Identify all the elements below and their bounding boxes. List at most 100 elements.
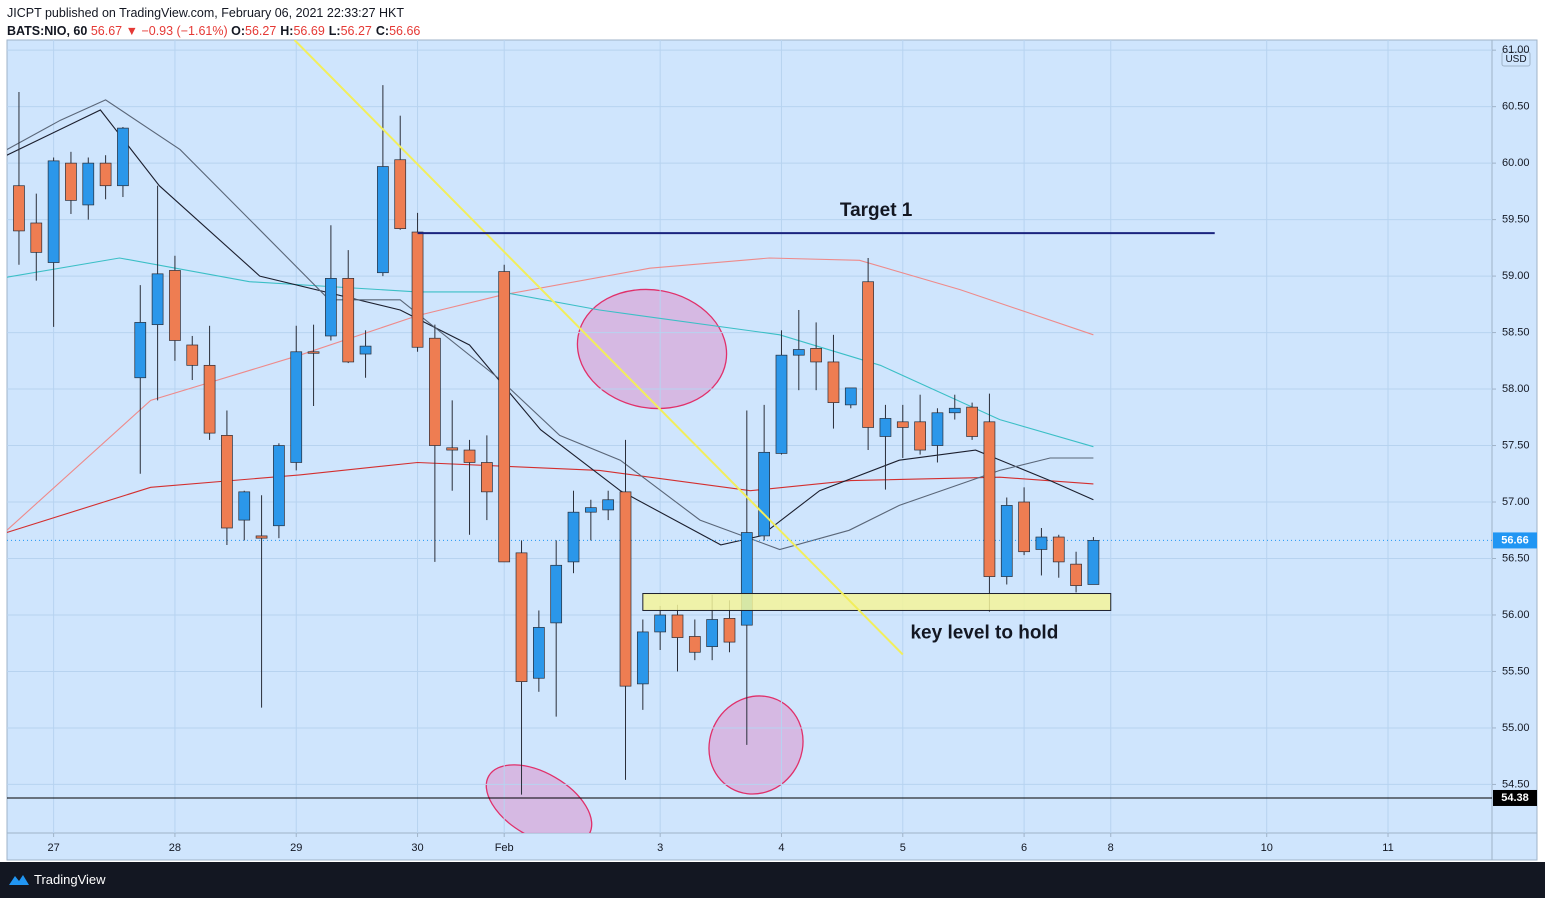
target-label: Target 1: [840, 200, 913, 221]
candle-body: [983, 421, 996, 577]
candle-body: [844, 387, 857, 406]
candle-body: [307, 351, 320, 354]
candle-body: [169, 270, 181, 341]
publisher: JICPT published on TradingView.com, Febr…: [7, 6, 404, 20]
last: 56.67: [90, 24, 123, 38]
candle-body: [636, 631, 649, 685]
y-tick-label: 57.00: [1502, 496, 1530, 508]
ohlc-key: O:: [231, 24, 245, 38]
candle-body: [290, 351, 303, 463]
candle-body: [533, 627, 545, 679]
y-tick-label: 59.50: [1502, 214, 1530, 226]
candle-body: [342, 278, 355, 363]
symbol: BATS:NIO, 60: [7, 24, 88, 38]
y-tick-label: 54.50: [1502, 778, 1530, 790]
key-level-zone: [642, 593, 1112, 611]
candle-body: [948, 407, 961, 414]
candle-body: [654, 614, 667, 633]
ohlc-value: 56.66: [389, 24, 421, 38]
ohlc-value: 56.27: [245, 24, 277, 38]
candle-body: [359, 345, 372, 355]
x-tick-label: 27: [47, 842, 59, 854]
logo: [9, 875, 29, 885]
candle-body: [584, 507, 597, 513]
y-tick-label: 56.00: [1502, 609, 1530, 621]
x-tick-label: 6: [1021, 842, 1027, 854]
support-label: 54.38: [1501, 792, 1529, 804]
candle-body: [238, 491, 251, 521]
ohlc-key: L:: [328, 24, 341, 38]
candle-body: [567, 511, 580, 563]
candle-body: [671, 614, 684, 638]
candle-body: [325, 278, 337, 337]
candle-body: [151, 273, 164, 326]
candle-body: [706, 619, 719, 647]
y-tick-label: 60.00: [1502, 157, 1530, 169]
candle-body: [914, 421, 926, 451]
x-tick-label: 3: [657, 842, 663, 854]
ohlc-key: H:: [280, 24, 294, 38]
plot: [7, 40, 1492, 833]
candle-body: [740, 532, 753, 626]
candle-body: [1000, 505, 1013, 577]
candle-body: [186, 344, 199, 366]
candle-body: [550, 564, 563, 624]
candle-body: [810, 348, 822, 363]
ohlc-value: 56.27: [340, 24, 372, 38]
candle-body: [82, 162, 95, 206]
currency: USD: [1505, 54, 1526, 65]
moving-average: [7, 461, 1094, 534]
x-tick-label: Feb: [495, 842, 514, 854]
candle-body: [688, 636, 701, 653]
candle-body: [255, 535, 268, 539]
brand: TradingView: [34, 872, 106, 887]
candle-body: [1070, 563, 1082, 586]
candle-body: [446, 447, 459, 451]
highlight-ellipse: [576, 288, 728, 410]
chart: USD 54.50 55.00 55.50 56.00 56.50 57.00 57.50 5…: [6, 39, 1538, 861]
moving-average: [7, 99, 1094, 551]
candle-body: [931, 412, 944, 446]
y-tick-label: 55.50: [1502, 665, 1530, 677]
candle-body: [99, 162, 112, 187]
moving-average: [7, 109, 1094, 546]
candle-body: [896, 421, 909, 428]
candle-body: [723, 618, 736, 643]
x-tick-label: 28: [169, 842, 181, 854]
candle-body: [117, 127, 129, 187]
candle-body: [13, 185, 25, 232]
candle-body: [394, 159, 407, 229]
footer: TradingView: [0, 862, 1545, 898]
candle-body: [221, 435, 233, 529]
y-tick-label: 59.00: [1502, 270, 1530, 282]
candle-body: [273, 445, 285, 527]
candle-body: [65, 162, 77, 201]
support-tag: [1493, 789, 1537, 806]
x-tick-label: 4: [778, 842, 784, 854]
candle-body: [602, 499, 615, 511]
x-tick-label: 10: [1261, 842, 1273, 854]
moving-average: [7, 257, 1094, 531]
candle-body: [758, 451, 770, 537]
candle-body: [966, 406, 978, 437]
candle-body: [879, 418, 892, 437]
arrow: ▼: [125, 24, 138, 38]
x-tick-label: 29: [290, 842, 302, 854]
change: −0.93 (−1.61%): [141, 24, 228, 38]
ohlc: O:56.27 H:56.69 L:56.27 C:56.66: [231, 24, 424, 38]
candle-body: [619, 491, 632, 687]
candle-body: [481, 462, 493, 493]
currency-box: [1501, 51, 1531, 67]
candle-body: [1018, 501, 1030, 553]
candle-body: [377, 166, 389, 274]
candle-body: [862, 281, 874, 428]
y-tick-label: 58.00: [1502, 383, 1530, 395]
ohlc-value: 56.69: [293, 24, 325, 38]
y-tick-label: 55.00: [1502, 722, 1530, 734]
zone-label: key level to hold: [910, 622, 1058, 643]
y-tick-label: 58.50: [1502, 326, 1530, 338]
candle-body: [134, 322, 147, 379]
x-tick-label: 30: [411, 842, 423, 854]
candle-body: [30, 222, 43, 253]
